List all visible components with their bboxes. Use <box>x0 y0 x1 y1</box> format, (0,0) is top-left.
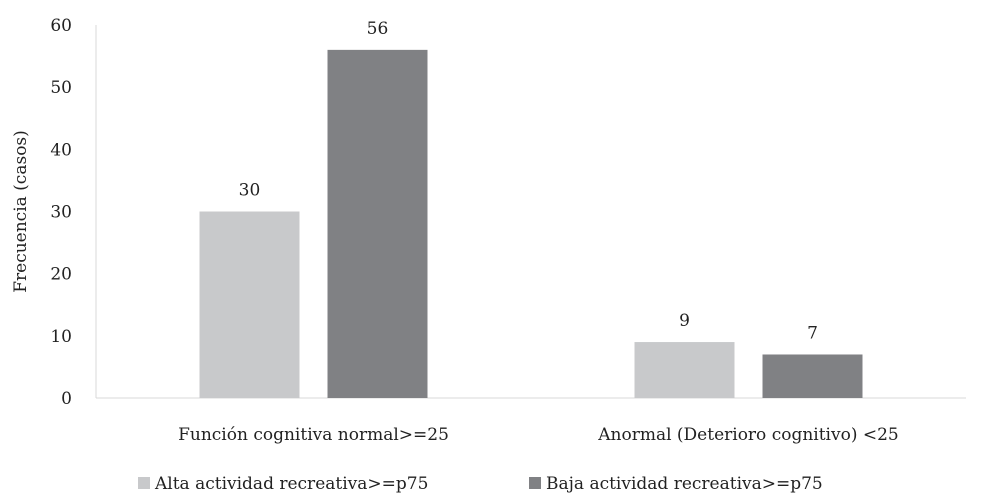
legend: Alta actividad recreativa>=p75 Baja activ… <box>138 474 823 494</box>
y-tick-label: 30 <box>50 203 72 223</box>
category-label: Función cognitiva normal>=25 <box>178 425 449 445</box>
data-label: 56 <box>367 19 389 39</box>
data-label: 30 <box>239 181 261 201</box>
category-label: Anormal (Deterioro cognitivo) <25 <box>597 425 899 445</box>
y-axis: 0 10 20 30 40 50 60 <box>50 16 966 409</box>
category-labels: Función cognitiva normal>=25 Anormal (Det… <box>178 425 899 445</box>
bars <box>199 49 863 398</box>
data-label: 7 <box>807 323 818 343</box>
bar <box>762 354 863 398</box>
y-axis-title: Frecuencia (casos) <box>11 130 31 293</box>
legend-swatch <box>138 477 150 489</box>
y-tick-label: 10 <box>50 327 72 347</box>
data-labels: 30 56 9 7 <box>239 19 818 344</box>
bar <box>634 342 735 398</box>
bar <box>199 211 300 398</box>
y-tick-label: 20 <box>50 265 72 285</box>
legend-label: Alta actividad recreativa>=p75 <box>154 474 428 494</box>
legend-swatch <box>529 477 541 489</box>
y-tick-label: 40 <box>50 140 72 160</box>
y-tick-label: 60 <box>50 16 72 36</box>
y-tick-label: 0 <box>61 389 72 409</box>
legend-label: Baja actividad recreativa>=p75 <box>546 474 823 494</box>
y-tick-label: 50 <box>50 78 72 98</box>
bar <box>327 49 428 398</box>
data-label: 9 <box>679 311 690 331</box>
